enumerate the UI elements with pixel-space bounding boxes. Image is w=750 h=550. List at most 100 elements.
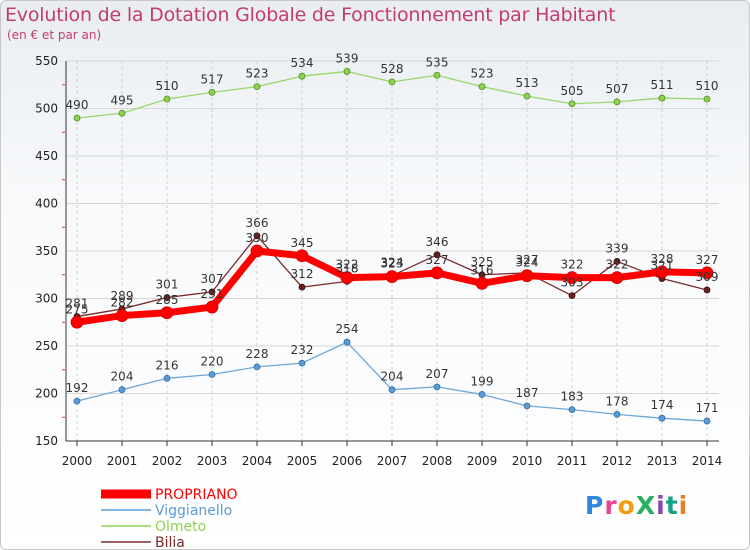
data-point-bilia <box>568 292 576 300</box>
data-label-bilia: 307 <box>201 272 224 286</box>
data-point-viggianello <box>343 338 351 346</box>
data-label-olmeto: 495 <box>111 93 134 107</box>
data-point-olmeto <box>433 71 441 79</box>
data-point-olmeto <box>298 72 306 80</box>
data-point-olmeto <box>613 98 621 106</box>
data-point-olmeto <box>568 100 576 108</box>
x-tick-label: 2006 <box>332 454 363 468</box>
data-point-bilia <box>208 288 216 296</box>
data-point-propriano <box>655 265 669 279</box>
data-point-viggianello <box>433 383 441 391</box>
data-point-olmeto <box>163 95 171 103</box>
data-label-propriano: 327 <box>426 253 449 267</box>
data-label-viggianello: 187 <box>516 386 539 400</box>
data-label-viggianello: 254 <box>336 322 359 336</box>
data-label-propriano: 328 <box>651 252 674 266</box>
data-label-propriano: 291 <box>201 287 224 301</box>
data-label-viggianello: 204 <box>111 370 134 384</box>
data-label-bilia: 366 <box>246 216 269 230</box>
data-label-viggianello: 178 <box>606 394 629 408</box>
data-label-olmeto: 517 <box>201 72 224 86</box>
data-label-viggianello: 228 <box>246 347 269 361</box>
series-group <box>70 68 714 425</box>
data-label-propriano: 282 <box>111 296 134 310</box>
axes: 150 200 250 300 350 400 450 500 550 2000 2001 2002 2… <box>35 54 722 468</box>
chart-subtitle: (en € et par an) <box>7 28 102 42</box>
data-label-olmeto: 490 <box>66 98 89 112</box>
data-point-propriano <box>205 300 219 314</box>
legend-label-propriano: PROPRIANO <box>155 487 238 503</box>
data-label-propriano: 345 <box>291 236 314 250</box>
data-point-viggianello <box>73 397 81 405</box>
legend-label-olmeto: Olmeto <box>155 519 206 535</box>
x-tick-label: 2012 <box>602 454 633 468</box>
data-label-propriano: 275 <box>66 302 89 316</box>
data-point-viggianello <box>703 417 711 425</box>
data-label-propriano: 323 <box>381 257 404 271</box>
data-label-viggianello: 232 <box>291 343 314 357</box>
y-tick-label: 300 <box>35 292 58 306</box>
data-label-olmeto: 510 <box>696 79 719 93</box>
data-label-olmeto: 505 <box>561 84 584 98</box>
data-point-bilia <box>703 286 711 294</box>
data-point-viggianello <box>253 363 261 371</box>
data-label-viggianello: 216 <box>156 358 179 372</box>
data-labels: 192 204 216 220 228 232 254 204 207 199 187 183 178 1… <box>66 51 719 415</box>
y-tick-label: 200 <box>35 387 58 401</box>
x-tick-label: 2010 <box>512 454 543 468</box>
data-point-olmeto <box>388 78 396 86</box>
data-point-viggianello <box>388 386 396 394</box>
data-label-bilia: 324 <box>381 256 404 270</box>
x-tick-label: 2011 <box>557 454 588 468</box>
data-label-viggianello: 171 <box>696 401 719 415</box>
data-label-olmeto: 513 <box>516 76 539 90</box>
x-tick-label: 2000 <box>62 454 93 468</box>
data-label-propriano: 350 <box>246 231 269 245</box>
data-label-olmeto: 510 <box>156 79 179 93</box>
x-tick-label: 2007 <box>377 454 408 468</box>
data-point-viggianello <box>658 414 666 422</box>
data-point-viggianello <box>568 406 576 414</box>
data-label-bilia: 281 <box>66 297 89 311</box>
data-point-olmeto <box>523 92 531 100</box>
y-tick-label: 400 <box>35 197 58 211</box>
x-tick-label: 2009 <box>467 454 498 468</box>
y-tick-label: 450 <box>35 149 58 163</box>
chart-title: Evolution de la Dotation Globale de Fonc… <box>5 4 616 26</box>
data-point-olmeto <box>478 83 486 91</box>
data-label-bilia: 301 <box>156 278 179 292</box>
data-point-olmeto <box>118 109 126 117</box>
x-tick-label: 2005 <box>287 454 318 468</box>
data-label-bilia: 289 <box>111 289 134 303</box>
data-label-bilia: 327 <box>516 253 539 267</box>
x-tick-label: 2014 <box>692 454 723 468</box>
y-tick-label: 550 <box>35 54 58 68</box>
data-label-viggianello: 207 <box>426 367 449 381</box>
data-point-viggianello <box>478 391 486 398</box>
data-label-olmeto: 523 <box>471 67 494 81</box>
x-tick-label: 2008 <box>422 454 453 468</box>
data-label-propriano: 322 <box>606 258 629 272</box>
data-point-propriano <box>250 244 264 258</box>
data-point-bilia <box>613 258 621 265</box>
data-point-propriano <box>430 266 444 280</box>
data-point-propriano <box>115 309 129 323</box>
x-tick-label: 2002 <box>152 454 183 468</box>
data-label-propriano: 322 <box>561 258 584 272</box>
data-point-bilia <box>298 283 306 291</box>
data-label-bilia: 303 <box>561 276 584 290</box>
data-point-propriano <box>295 249 309 263</box>
data-label-viggianello: 199 <box>471 374 494 388</box>
data-label-viggianello: 204 <box>381 370 404 384</box>
y-tick-label: 150 <box>35 434 58 448</box>
data-point-olmeto <box>73 114 81 122</box>
data-point-bilia <box>253 232 261 240</box>
x-tick-label: 2013 <box>647 454 678 468</box>
x-tick-label: 2001 <box>107 454 138 468</box>
data-point-propriano <box>70 315 84 329</box>
data-label-propriano: 327 <box>696 253 719 267</box>
data-point-olmeto <box>658 94 666 102</box>
data-label-olmeto: 528 <box>381 62 404 76</box>
x-tick-label: 2003 <box>197 454 228 468</box>
